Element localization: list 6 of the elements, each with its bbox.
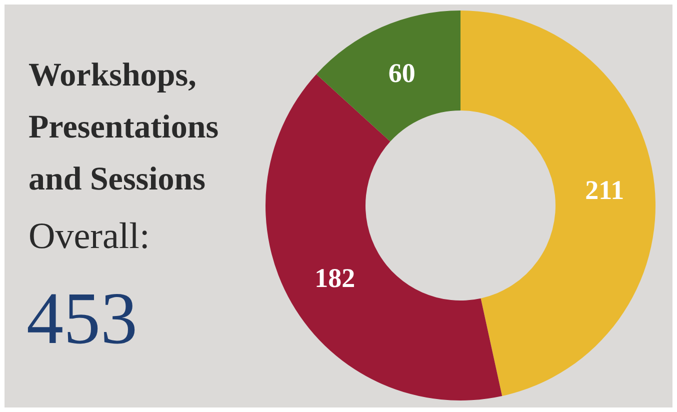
data-label: 60 <box>388 58 416 88</box>
data-label: 182 <box>314 263 356 293</box>
data-label: 211 <box>585 174 624 205</box>
text: Workshops, Presentations and Sessions <box>28 58 219 198</box>
text: 453 <box>26 278 138 360</box>
text: Overall: <box>28 216 150 257</box>
